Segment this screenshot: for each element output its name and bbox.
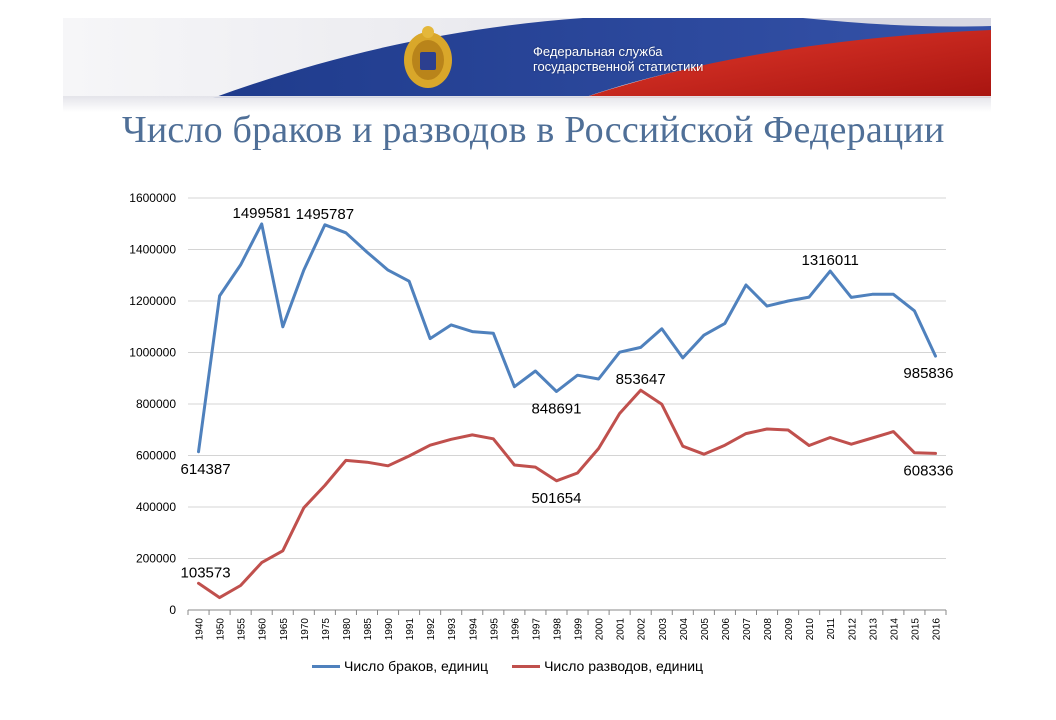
x-tick-label: 2011: [826, 618, 837, 640]
y-tick-label: 1000000: [129, 346, 176, 360]
legend-item-divorces: Число разводов, единиц: [512, 658, 703, 674]
x-tick-label: 1955: [237, 618, 248, 641]
banner-shadow: [63, 96, 991, 112]
data-label: 848691: [531, 400, 581, 417]
y-tick-label: 400000: [136, 500, 176, 514]
x-tick-label: 1940: [195, 618, 206, 641]
x-tick-label: 2009: [784, 618, 795, 641]
x-tick-label: 1960: [258, 618, 269, 641]
x-tick-label: 2010: [805, 618, 816, 641]
x-tick-label: 2013: [868, 618, 879, 641]
x-tick-label: 1965: [279, 618, 290, 641]
data-label: 1499581: [232, 205, 290, 222]
legend-swatch-marriages: [312, 664, 340, 668]
coat-of-arms-icon: [404, 26, 452, 88]
series-line-marriages: [197, 222, 937, 454]
series-group: [197, 222, 937, 600]
x-tick-label: 1990: [384, 618, 395, 641]
legend-label-divorces: Число разводов, единиц: [544, 658, 704, 674]
y-tick-label: 0: [169, 603, 176, 617]
x-tick-label: 1999: [574, 618, 585, 641]
data-label: 103573: [181, 564, 231, 581]
rosstat-banner: Федеральная служба государственной стати…: [63, 18, 991, 98]
x-tick-label: 2001: [616, 618, 627, 641]
x-tick-label: 1975: [321, 618, 332, 641]
x-tick-label: 2003: [658, 618, 669, 641]
x-tick-label: 2006: [721, 618, 732, 641]
legend: Число браков, единиц Число разводов, еди…: [312, 658, 703, 674]
y-tick-label: 1200000: [129, 294, 176, 308]
data-label: 501654: [531, 490, 581, 507]
x-tick-label: 1996: [510, 618, 521, 641]
data-label: 1316011: [802, 252, 859, 269]
x-tick-label: 1985: [363, 618, 374, 641]
x-tick-label: 2015: [910, 618, 921, 641]
x-tick-label: 1991: [405, 618, 416, 641]
y-tick-label: 600000: [136, 449, 176, 463]
series-line-divorces: [197, 388, 937, 600]
flag-background: [63, 18, 991, 98]
y-tick-label: 1600000: [129, 191, 176, 205]
legend-item-marriages: Число браков, единиц: [312, 658, 488, 674]
legend-swatch-divorces: [512, 664, 541, 668]
organization-name: Федеральная служба государственной стати…: [533, 44, 703, 74]
x-tick-label: 2008: [763, 618, 774, 641]
x-tick-label: 2014: [889, 618, 900, 641]
data-labels: 614387 1499581 1495787 848691 1316011 985836 1…: [181, 205, 954, 581]
x-tick-label: 1995: [489, 618, 500, 641]
page-title: Число браков и разводов в Российской Фед…: [122, 109, 945, 151]
y-axis: 0 200000 400000 600000 800000 1000000 1200000 1…: [129, 191, 176, 617]
x-tick-label: 1993: [447, 618, 458, 641]
x-tick-label: 2004: [679, 618, 690, 641]
org-line-2: государственной статистики: [533, 59, 704, 74]
y-tick-label: 800000: [136, 397, 176, 411]
x-tick-label: 1997: [531, 618, 542, 641]
data-label: 1495787: [296, 206, 354, 223]
legend-label-marriages: Число браков, единиц: [344, 658, 489, 674]
org-line-1: Федеральная служба: [533, 44, 663, 59]
y-tick-label: 200000: [136, 552, 176, 566]
data-label: 853647: [616, 371, 666, 388]
x-tick-label: 1992: [426, 618, 437, 641]
x-tick-label: 1950: [216, 618, 227, 641]
x-tick-label: 2002: [637, 618, 648, 641]
data-label: 608336: [903, 462, 953, 479]
data-label: 614387: [181, 461, 231, 478]
gridlines: [188, 197, 946, 559]
x-tick-label: 2012: [847, 618, 858, 641]
y-tick-label: 1400000: [129, 243, 176, 257]
x-axis: 1940 1950 1955 1960 1965 1970 1975 1980 1985 1990…: [187, 609, 947, 641]
x-tick-label: 2005: [700, 618, 711, 641]
x-tick-label: 2016: [931, 618, 942, 641]
x-tick-label: 1994: [468, 618, 479, 641]
x-tick-label: 1998: [552, 618, 563, 641]
x-tick-label: 1980: [342, 618, 353, 641]
data-label: 985836: [903, 365, 953, 382]
x-tick-label: 2007: [742, 618, 753, 641]
x-tick-label: 2000: [595, 618, 606, 641]
x-tick-label: 1970: [300, 618, 311, 641]
